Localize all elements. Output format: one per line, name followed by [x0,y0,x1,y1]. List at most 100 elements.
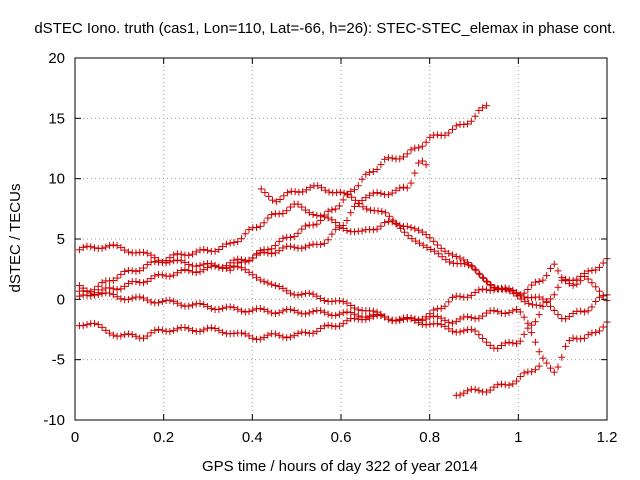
data-point [433,320,441,328]
data-point [565,336,573,344]
data-point [531,338,539,346]
data-point [595,263,603,271]
axis-ticks: 0 0.2 0.4 0.6 0.8 1 1.2 -10 -5 0 5 10 15 20 [43,50,617,446]
data-point [320,296,328,304]
data-point [509,339,517,347]
data-point [219,243,227,251]
data-point [284,189,292,197]
data-point [109,291,117,299]
data-point [249,306,257,314]
data-point [562,315,570,323]
data-point [294,200,302,208]
data-point [215,305,223,313]
data-point [234,259,242,267]
data-point [271,310,279,318]
data-point [147,329,155,337]
data-point [418,142,426,150]
data-point [584,275,592,283]
data-point [366,168,374,176]
data-point [351,202,359,210]
data-point [475,314,483,322]
data-point [528,329,536,337]
data-point [332,205,340,213]
data-point [340,189,348,197]
data-point [438,253,446,261]
data-point [324,310,332,318]
data-point [588,303,596,311]
data-point [151,326,159,334]
data-point [452,252,460,260]
data-point [580,308,588,316]
data-point [339,196,347,204]
data-point [531,318,539,326]
data-point [486,386,494,394]
data-point [381,219,389,227]
data-point [426,133,434,141]
data-point [325,188,333,196]
data-point [305,241,313,249]
data-point [351,314,359,322]
data-point [181,323,189,331]
data-point [268,280,276,288]
data-point [516,308,524,316]
data-point [539,295,547,303]
data-point [546,364,554,372]
data-point [471,288,479,296]
data-point [124,279,132,287]
data-point [580,273,588,281]
data-point [377,161,385,169]
data-point [117,285,125,293]
data-point [415,159,423,167]
data-point [286,333,294,341]
data-point [347,209,355,217]
data-point [166,254,174,262]
data-point [280,192,288,200]
data-point [136,267,144,275]
data-point [309,221,317,229]
data-point [204,302,212,310]
data-point [460,256,468,264]
data-point [177,267,185,275]
data-point [516,291,524,299]
data-point [222,240,230,248]
data-point [554,363,562,371]
data-point [268,250,276,258]
data-point [490,383,498,391]
data-point [385,212,393,220]
data-point [407,146,415,154]
data-point [448,327,456,335]
data-point [441,322,449,330]
data-point [94,321,102,329]
data-point [170,251,178,259]
data-point [595,327,603,335]
data-point [155,326,163,334]
data-point [336,188,344,196]
data-point [479,273,487,281]
data-point [456,328,464,336]
data-point [294,308,302,316]
data-point [422,231,430,239]
data-point [418,316,426,324]
x-tick-label: 1.2 [597,429,618,446]
data-point [550,260,558,268]
data-point [558,353,566,361]
data-point [535,277,543,285]
data-point [543,297,551,305]
data-point [290,331,298,339]
data-point [335,297,343,305]
data-point [479,312,487,320]
data-point [565,280,573,288]
data-point [87,243,95,251]
data-point [204,246,212,254]
data-point [396,221,404,229]
data-point [320,322,328,330]
data-point [305,209,313,217]
data-point [117,244,125,252]
data-point [422,138,430,146]
data-point [302,328,310,336]
data-point [339,297,347,305]
data-point [181,266,189,274]
data-point [437,244,445,252]
data-point [445,298,453,306]
data-point [464,261,472,269]
